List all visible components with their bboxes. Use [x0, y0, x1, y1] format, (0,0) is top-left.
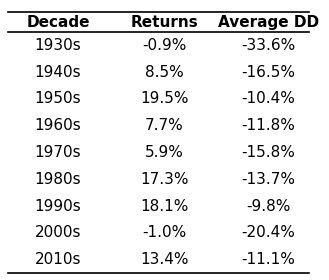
Text: -20.4%: -20.4%: [241, 225, 295, 240]
Text: 19.5%: 19.5%: [140, 91, 189, 106]
Text: 17.3%: 17.3%: [140, 172, 189, 187]
Text: -11.8%: -11.8%: [241, 118, 295, 133]
Text: 2000s: 2000s: [35, 225, 81, 240]
Text: -13.7%: -13.7%: [241, 172, 295, 187]
Text: 2010s: 2010s: [35, 252, 81, 267]
Text: 13.4%: 13.4%: [140, 252, 189, 267]
Text: 1950s: 1950s: [35, 91, 81, 106]
Text: -9.8%: -9.8%: [246, 199, 291, 214]
Text: Returns: Returns: [131, 15, 198, 30]
Text: 5.9%: 5.9%: [145, 145, 184, 160]
Text: -1.0%: -1.0%: [142, 225, 187, 240]
Text: -11.1%: -11.1%: [241, 252, 295, 267]
Text: 18.1%: 18.1%: [140, 199, 189, 214]
Text: -15.8%: -15.8%: [241, 145, 295, 160]
Text: 1940s: 1940s: [35, 65, 81, 80]
Text: -10.4%: -10.4%: [241, 91, 295, 106]
Text: -33.6%: -33.6%: [241, 38, 295, 53]
Text: 1930s: 1930s: [35, 38, 81, 53]
Text: 1960s: 1960s: [35, 118, 81, 133]
Text: 1970s: 1970s: [35, 145, 81, 160]
Text: Average DD: Average DD: [218, 15, 319, 30]
Text: 7.7%: 7.7%: [145, 118, 184, 133]
Text: -16.5%: -16.5%: [241, 65, 295, 80]
Text: Decade: Decade: [26, 15, 89, 30]
Text: 1980s: 1980s: [35, 172, 81, 187]
Text: 1990s: 1990s: [35, 199, 81, 214]
Text: -0.9%: -0.9%: [142, 38, 187, 53]
Text: 8.5%: 8.5%: [145, 65, 184, 80]
